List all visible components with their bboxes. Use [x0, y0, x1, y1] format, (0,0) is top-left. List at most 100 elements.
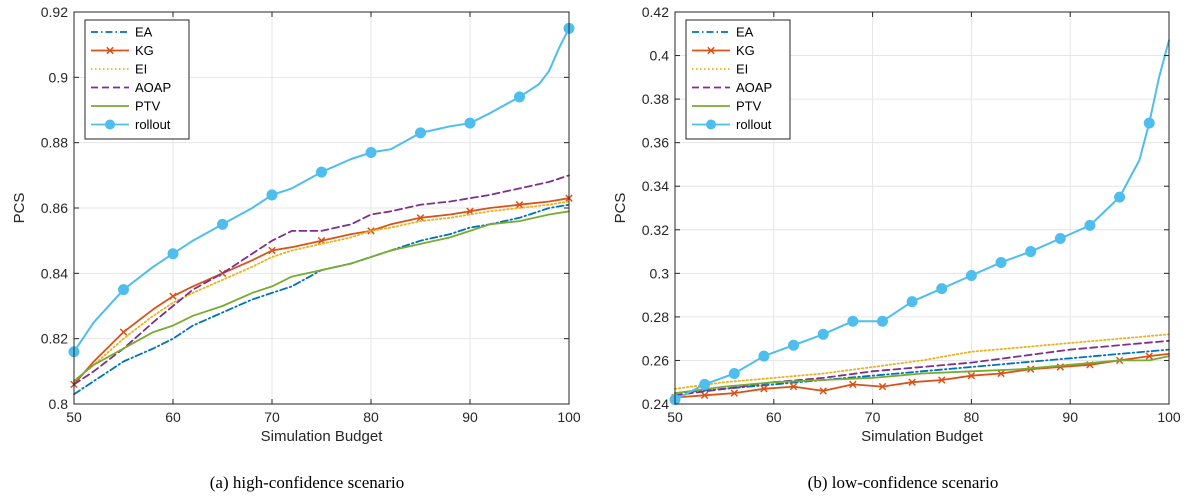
- point-rollout: [365, 146, 377, 158]
- y-tick-label: 0.84: [41, 265, 68, 281]
- point-rollout: [266, 189, 278, 201]
- point-kg: [908, 378, 916, 386]
- y-tick-label: 0.34: [642, 178, 669, 194]
- point-rollout: [1025, 246, 1037, 258]
- point-rollout: [514, 91, 525, 103]
- y-tick-label: 0.32: [642, 222, 669, 238]
- x-tick-label: 100: [557, 409, 581, 425]
- series-line-ei: [674, 333, 1170, 390]
- legend-marker: [706, 119, 716, 130]
- point-rollout: [118, 284, 129, 296]
- point-kg: [938, 376, 946, 384]
- y-tick-label: 0.42: [642, 4, 669, 20]
- series-line-ea: [674, 348, 1170, 395]
- point-rollout: [995, 256, 1007, 268]
- point-rollout: [217, 218, 228, 230]
- y-tick-label: 0.26: [642, 352, 669, 368]
- point-rollout: [699, 378, 711, 390]
- y-tick-label: 0.86: [41, 200, 68, 216]
- point-rollout: [316, 166, 327, 178]
- point-rollout: [788, 339, 800, 351]
- series-line-kg: [674, 352, 1170, 399]
- point-rollout: [847, 315, 859, 327]
- legend-label: EA: [736, 25, 754, 40]
- point-kg: [819, 387, 827, 395]
- series-line-ptv: [674, 355, 1170, 395]
- point-kg: [119, 328, 128, 336]
- y-tick-label: 0.8: [49, 396, 69, 412]
- legend-box: [84, 19, 190, 140]
- legend-box: [685, 19, 791, 140]
- x-tick-label: 90: [1062, 409, 1078, 425]
- legend-label: rollout: [135, 117, 171, 132]
- chart-panel-a: 50 60 70 80 90 100 0.8 0.82 0.84 0.86 0.88 0.9 0.92 S…: [11, 4, 581, 492]
- y-tick-label: 0.24: [642, 396, 669, 412]
- x-tick-label: 80: [964, 409, 980, 425]
- point-rollout: [817, 328, 829, 340]
- legend-label: PTV: [135, 99, 161, 114]
- y-tick-label: 0.38: [642, 91, 669, 107]
- y-tick-label: 0.3: [650, 265, 670, 281]
- point-kg: [997, 369, 1005, 378]
- legend-label: rollout: [736, 117, 772, 132]
- series-line-aoap: [73, 174, 570, 386]
- point-rollout: [906, 296, 918, 308]
- x-tick-label: 70: [865, 409, 881, 425]
- point-rollout: [1114, 191, 1126, 203]
- legend-label: EA: [135, 25, 153, 40]
- y-tick-label: 0.28: [642, 309, 669, 325]
- y-tick-label: 0.92: [41, 4, 68, 20]
- point-kg: [878, 382, 887, 391]
- x-tick-label: 50: [66, 409, 82, 425]
- x-tick-label: 70: [264, 409, 280, 425]
- legend-marker: [707, 46, 715, 55]
- point-rollout: [936, 283, 948, 295]
- chart-panel-b: 50 60 70 80 90 100 0.24 0.26 0.28 0.3 0.32 0.34 0.36…: [612, 4, 1181, 492]
- point-kg: [515, 201, 524, 209]
- legend-label: EI: [135, 62, 147, 77]
- series-line-ei: [73, 200, 570, 383]
- legend: EA KG EI AOAP PTV rollout: [84, 19, 190, 140]
- axes-frame: [674, 11, 1170, 405]
- x-tick-label: 100: [1157, 409, 1181, 425]
- point-kg: [849, 380, 857, 389]
- point-rollout: [876, 315, 888, 327]
- point-kg: [416, 214, 425, 222]
- y-axis-label: PCS: [11, 193, 28, 224]
- point-kg: [967, 371, 976, 380]
- point-rollout: [167, 248, 179, 260]
- point-rollout: [1054, 232, 1066, 244]
- y-tick-label: 0.82: [41, 331, 68, 347]
- point-kg: [700, 391, 709, 400]
- point-kg: [1145, 352, 1153, 360]
- point-rollout: [965, 270, 977, 282]
- legend-marker: [106, 46, 114, 55]
- y-axis-label: PCS: [612, 193, 629, 224]
- point-rollout: [415, 127, 426, 139]
- point-kg: [730, 389, 739, 397]
- legend-label: KG: [135, 43, 154, 58]
- point-kg: [789, 382, 798, 391]
- legend-label: PTV: [736, 99, 762, 114]
- point-rollout: [1143, 117, 1155, 129]
- y-tick-label: 0.88: [41, 135, 68, 151]
- y-tick-label: 0.4: [650, 48, 670, 64]
- figure-caption: (b) low-confidence scenario: [808, 473, 999, 492]
- legend-label: AOAP: [135, 80, 171, 95]
- y-tick-label: 0.9: [49, 69, 69, 85]
- point-kg: [760, 385, 768, 393]
- legend-label: KG: [736, 43, 755, 58]
- y-tick-label: 0.36: [642, 135, 669, 151]
- series-line-rollout: [73, 27, 570, 353]
- x-tick-label: 80: [363, 409, 379, 425]
- point-rollout: [758, 350, 770, 362]
- series-line-ptv: [73, 210, 570, 383]
- point-rollout: [728, 368, 740, 380]
- x-axis-label: Simulation Budget: [861, 428, 984, 445]
- point-kg: [268, 246, 276, 255]
- legend-marker: [105, 119, 115, 130]
- x-tick-label: 50: [667, 409, 683, 425]
- x-tick-label: 60: [766, 409, 782, 425]
- figure-caption: (a) high-confidence scenario: [210, 473, 404, 492]
